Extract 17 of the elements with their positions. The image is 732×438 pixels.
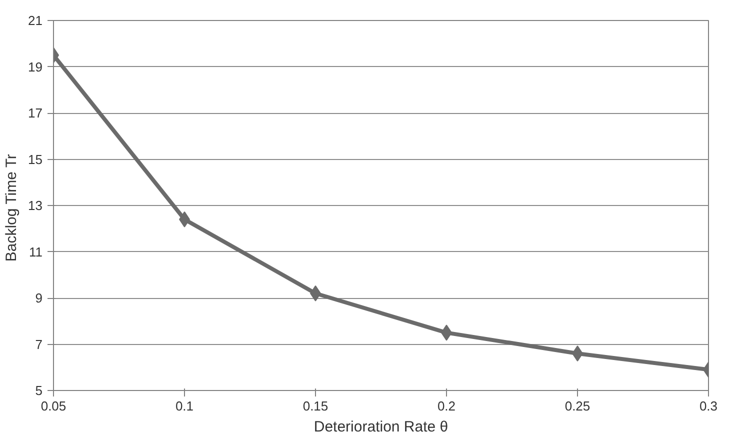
y-tick-label: 13 bbox=[28, 198, 43, 213]
y-tick-label: 19 bbox=[28, 59, 43, 74]
y-tick-label: 17 bbox=[28, 106, 43, 120]
y-tick-label: 15 bbox=[28, 152, 43, 167]
x-tick-label: 0.25 bbox=[564, 398, 590, 414]
x-tick-label: 0.05 bbox=[40, 398, 66, 414]
x-tick-label: 0.1 bbox=[175, 398, 194, 414]
y-tick-label: 5 bbox=[35, 383, 43, 398]
x-axis-title: Deterioration Rate θ bbox=[314, 418, 448, 436]
x-tick-label: 0.2 bbox=[437, 398, 456, 414]
y-tick-label: 21 bbox=[28, 13, 43, 28]
y-tick-label: 9 bbox=[35, 290, 43, 306]
y-tick-label: 7 bbox=[35, 336, 43, 352]
x-tick-label: 0.15 bbox=[302, 398, 328, 414]
y-tick-label: 11 bbox=[29, 244, 43, 260]
x-tick-label: 0.3 bbox=[699, 398, 718, 414]
y-axis-title: Backlog Time Tr bbox=[3, 154, 20, 262]
